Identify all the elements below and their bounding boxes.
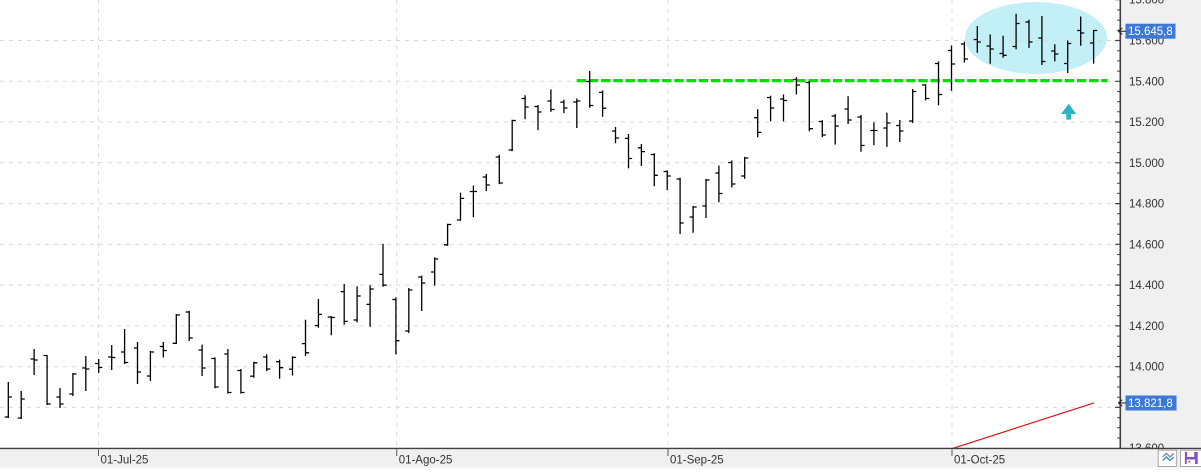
- svg-text:14.600: 14.600: [1129, 239, 1164, 251]
- svg-text:13.821,8: 13.821,8: [1128, 398, 1173, 410]
- svg-text:14.400: 14.400: [1129, 280, 1164, 292]
- svg-text:14.800: 14.800: [1129, 199, 1164, 211]
- svg-text:01-Jul-25: 01-Jul-25: [101, 455, 149, 467]
- svg-text:15.400: 15.400: [1129, 76, 1164, 88]
- svg-text:01-Sep-25: 01-Sep-25: [670, 455, 724, 467]
- svg-text:01-Ago-25: 01-Ago-25: [399, 455, 453, 467]
- svg-text:15.645,8: 15.645,8: [1128, 26, 1173, 38]
- svg-text:14.000: 14.000: [1129, 362, 1164, 374]
- svg-text:14.200: 14.200: [1129, 321, 1164, 333]
- svg-text:15.800: 15.800: [1129, 0, 1164, 7]
- svg-text:01-Oct-25: 01-Oct-25: [954, 455, 1005, 467]
- svg-text:15.000: 15.000: [1129, 158, 1164, 170]
- svg-text:15.200: 15.200: [1129, 117, 1164, 129]
